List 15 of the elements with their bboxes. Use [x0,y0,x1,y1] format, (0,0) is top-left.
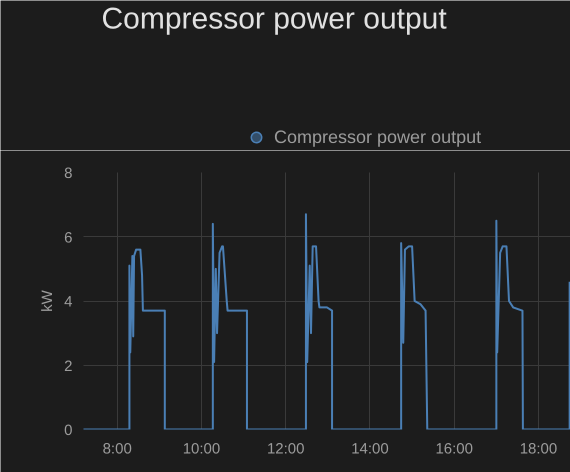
y-tick-label: 2 [64,358,72,375]
y-tick-label: 8 [64,165,72,182]
chart-title: Compressor power output [102,2,448,36]
legend-label: Compressor power output [274,126,482,148]
x-tick-label: 8:00 [102,440,132,458]
x-tick-label: 14:00 [351,440,389,458]
line-series [84,213,570,430]
x-tick-label: 10:00 [182,440,220,458]
y-tick-label: 0 [64,422,72,439]
y-axis-title: kW [39,289,56,312]
y-tick-label: 6 [64,229,72,246]
x-tick-label: 18:00 [520,440,558,458]
x-tick-label: 16:00 [435,440,474,458]
y-tick-label: 4 [64,294,72,310]
x-tick-label: 12:00 [266,440,304,458]
